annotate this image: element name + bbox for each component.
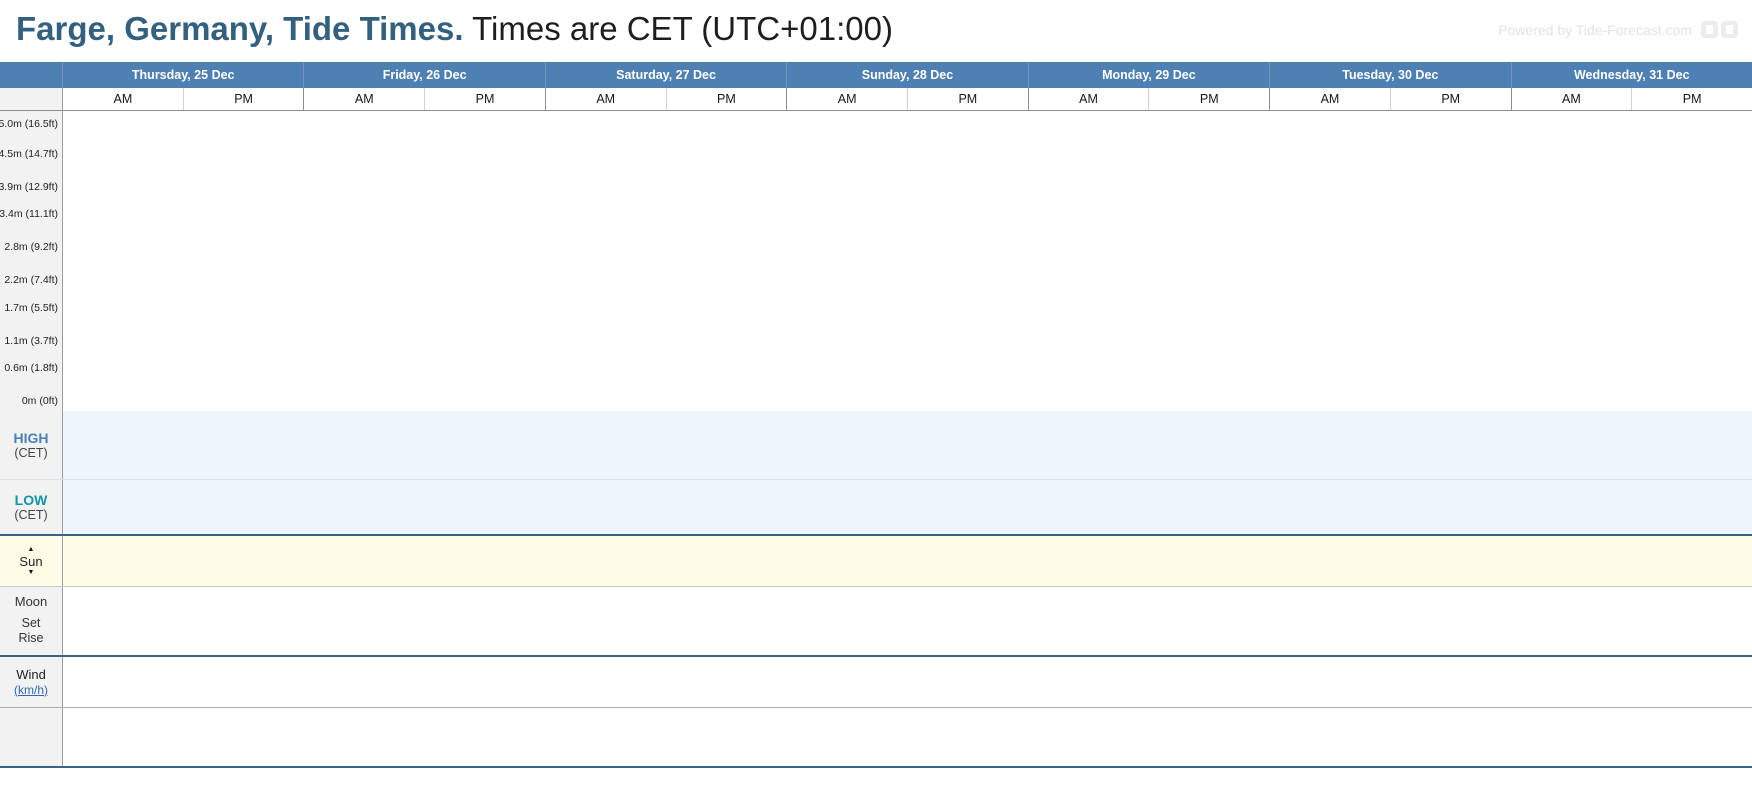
am-label: AM xyxy=(304,88,426,110)
watermark-top: Powered by Tide-Forecast.com xyxy=(1498,22,1692,38)
am-label: AM xyxy=(787,88,908,110)
am-label: AM xyxy=(546,88,667,110)
page-title-timezone: Times are CET (UTC+01:00) xyxy=(463,10,893,47)
am-label: AM xyxy=(1029,88,1150,110)
page-title: Farge, Germany, Tide Times. Times are CE… xyxy=(16,10,893,48)
moon-row-label: Moon Set Rise xyxy=(0,587,63,655)
day-ampm: AM PM xyxy=(546,88,788,110)
day-header: Friday, 26 Dec xyxy=(304,62,546,88)
y-axis-label: 0m (0ft) xyxy=(21,395,58,407)
day-header: Monday, 29 Dec xyxy=(1029,62,1271,88)
low-tide-row: LOW (CET) xyxy=(0,480,1752,536)
y-axis: 5.0m (16.5ft) 4.5m (14.7ft) 3.9m (12.9ft) 3… xyxy=(0,111,63,411)
y-axis-label: 4.5m (14.7ft) xyxy=(0,147,58,160)
play-store-badge-icon[interactable] xyxy=(1721,21,1738,38)
pm-label: PM xyxy=(1199,92,1219,106)
watermark-top-badges xyxy=(1701,21,1738,38)
y-axis-label: 0.6m (1.8ft) xyxy=(4,362,58,374)
day-ampm: AM PM xyxy=(1270,88,1512,110)
day-header: Saturday, 27 Dec xyxy=(546,62,788,88)
am-label: AM xyxy=(1270,88,1391,110)
day-ampm: AM PM xyxy=(1029,88,1271,110)
day-header: Sunday, 28 Dec xyxy=(787,62,1029,88)
pm-label: PM xyxy=(1682,92,1702,106)
y-axis-label: 2.2m (7.4ft) xyxy=(4,274,58,286)
am-label: AM xyxy=(1512,88,1633,110)
tide-chart-row: 5.0m (16.5ft) 4.5m (14.7ft) 3.9m (12.9ft) 3… xyxy=(0,111,1752,411)
pm-label: PM xyxy=(234,92,253,106)
pm-label: PM xyxy=(958,92,978,106)
am-pm-row: AM PM AM PM AM PM AM PM AM PM AM PM AM P… xyxy=(0,88,1752,111)
sunset-triangle-icon: ▼ xyxy=(27,568,35,576)
day-ampm: AM PM xyxy=(304,88,546,110)
pm-label: PM xyxy=(475,92,495,106)
pm-label: PM xyxy=(717,92,736,106)
weather-row-spacer xyxy=(0,708,63,766)
day-ampm: AM PM xyxy=(1512,88,1752,110)
y-axis-label: 2.8m (9.2ft) xyxy=(4,241,58,253)
y-axis-label: 3.4m (11.1ft) xyxy=(0,208,58,220)
y-axis-label: 1.1m (3.7ft) xyxy=(4,334,58,347)
sun-row-label: ▲ Sun ▼ xyxy=(0,536,63,586)
wind-unit-link[interactable]: (km/h) xyxy=(14,682,48,697)
moon-row: Moon Set Rise xyxy=(0,587,1752,657)
wind-row-label: Wind (km/h) xyxy=(0,657,63,707)
low-row-label: LOW (CET) xyxy=(0,480,63,534)
weather-row xyxy=(0,708,1752,768)
y-axis-label: 1.7m (5.5ft) xyxy=(4,301,58,314)
y-axis-label: 3.9m (12.9ft) xyxy=(0,180,58,193)
day-header: Thursday, 25 Dec xyxy=(63,62,305,88)
sunrise-triangle-icon: ▲ xyxy=(27,545,35,553)
day-header: Wednesday, 31 Dec xyxy=(1573,68,1690,82)
tide-chart xyxy=(63,111,1752,411)
wind-row: Wind (km/h) xyxy=(0,657,1752,708)
day-ampm: AM PM xyxy=(787,88,1029,110)
watermark-strip xyxy=(0,768,1752,787)
day-ampm: AM PM xyxy=(63,88,305,110)
page-title-location: Farge, Germany, Tide Times. xyxy=(16,10,464,47)
high-row-label: HIGH (CET) xyxy=(0,411,63,479)
sun-row: ▲ Sun ▼ xyxy=(0,536,1752,587)
pm-label: PM xyxy=(1441,92,1461,106)
day-header-spacer xyxy=(0,62,63,88)
day-header: Tuesday, 30 Dec xyxy=(1270,62,1512,88)
am-label: AM xyxy=(63,88,184,110)
app-store-badge-icon[interactable] xyxy=(1701,21,1718,38)
high-tide-row: HIGH (CET) xyxy=(0,411,1752,480)
y-axis-label: 5.0m (16.5ft) xyxy=(0,118,58,131)
am-pm-spacer xyxy=(0,88,63,110)
title-bar: Farge, Germany, Tide Times. Times are CE… xyxy=(0,0,1752,62)
day-header-row: Thursday, 25 Dec Friday, 26 Dec Saturday, … xyxy=(0,62,1752,88)
